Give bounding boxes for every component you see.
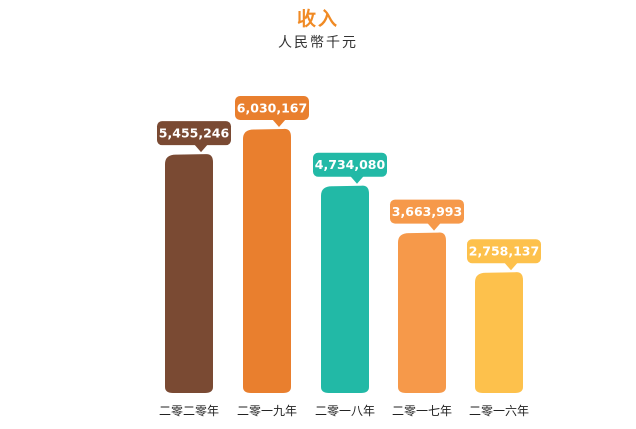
category-label-4: 二零一七年: [392, 404, 452, 418]
value-label-4: 3,663,993: [392, 204, 462, 219]
value-label-bubble-1: [157, 121, 231, 153]
bar-5: [475, 272, 523, 393]
value-label-bubble-3: [313, 152, 387, 184]
category-label-2: 二零一九年: [237, 404, 297, 418]
bar-4: [398, 232, 446, 393]
chart-title: 收入: [296, 8, 339, 30]
value-label-1: 5,455,246: [159, 126, 230, 141]
value-label-3: 4,734,080: [315, 157, 386, 172]
chart-subtitle: 人民幣千元: [278, 35, 358, 51]
category-label-3: 二零一八年: [315, 404, 375, 418]
category-label-1: 二零二零年: [159, 404, 219, 418]
bar-3: [321, 185, 369, 393]
value-label-2: 6,030,167: [237, 101, 307, 116]
value-label-bubble-5: [467, 239, 541, 271]
bar-2: [243, 128, 291, 393]
bar-1: [165, 154, 213, 393]
value-label-5: 2,758,137: [469, 244, 539, 259]
value-label-bubble-2: [235, 96, 309, 127]
value-label-bubble-4: [390, 199, 464, 231]
category-label-5: 二零一六年: [469, 404, 529, 418]
